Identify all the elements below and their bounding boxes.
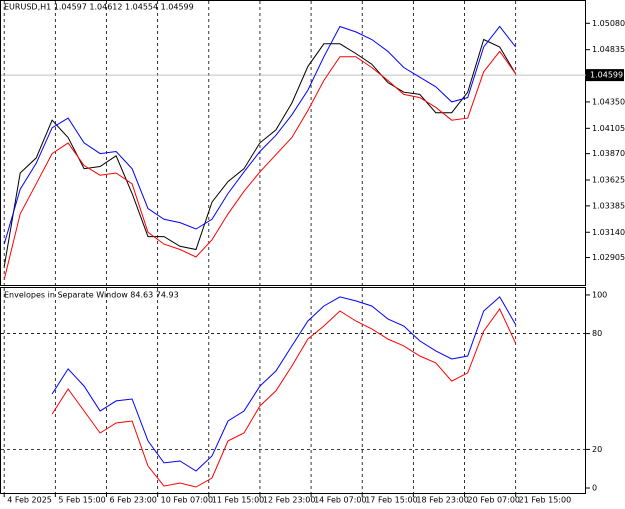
y-tick-label: 1.03385 — [592, 201, 625, 210]
y-tick-label: 1.02905 — [592, 253, 625, 262]
series-line — [51, 296, 517, 472]
x-tick-label: 4 Feb 2025 — [7, 496, 52, 505]
x-tick-label: 14 Feb 07:00 — [314, 496, 366, 505]
x-tick-label: 5 Feb 15:00 — [58, 496, 105, 505]
series-line — [3, 38, 517, 267]
price-tag-box — [586, 69, 624, 82]
series-line — [51, 308, 517, 488]
y-tick-label: 1.04350 — [592, 97, 625, 106]
series-line — [3, 25, 517, 245]
x-tick-label: 20 Feb 07:00 — [468, 496, 520, 505]
y-tick-label: 1.04105 — [592, 124, 625, 133]
y-tick-label: 1.03140 — [592, 228, 625, 237]
x-tick-label: 21 Feb 15:00 — [519, 496, 571, 505]
main-panel — [0, 0, 586, 286]
x-tick-label: 12 Feb 23:00 — [263, 496, 315, 505]
x-tick-label: 18 Feb 23:00 — [416, 496, 468, 505]
y-tick-label: 1.03870 — [592, 149, 625, 158]
chart-title: EURUSD,H1 1.04597 1.04612 1.04554 1.0459… — [4, 3, 194, 12]
x-tick-label: 6 Feb 23:00 — [109, 496, 156, 505]
x-tick-label: 10 Feb 07:00 — [161, 496, 213, 505]
y-tick-label: 1.03625 — [592, 176, 625, 185]
y-tick-label: 1.04835 — [592, 45, 625, 54]
y-tick-label: 20 — [592, 445, 602, 454]
y-tick-label: 1.05080 — [592, 19, 625, 28]
indicator-title: Envelopes in Separate Window 84.63 74.93 — [4, 291, 179, 300]
y-tick-label: 0 — [592, 484, 597, 493]
y-tick-label: 100 — [592, 290, 607, 299]
y-tick-label: 80 — [592, 329, 602, 338]
series-line — [3, 50, 517, 280]
x-tick-label: 11 Feb 15:00 — [212, 496, 264, 505]
indicator-panel — [0, 287, 586, 494]
x-tick-label: 17 Feb 15:00 — [365, 496, 417, 505]
price-tag: 1.04599 — [590, 71, 623, 80]
